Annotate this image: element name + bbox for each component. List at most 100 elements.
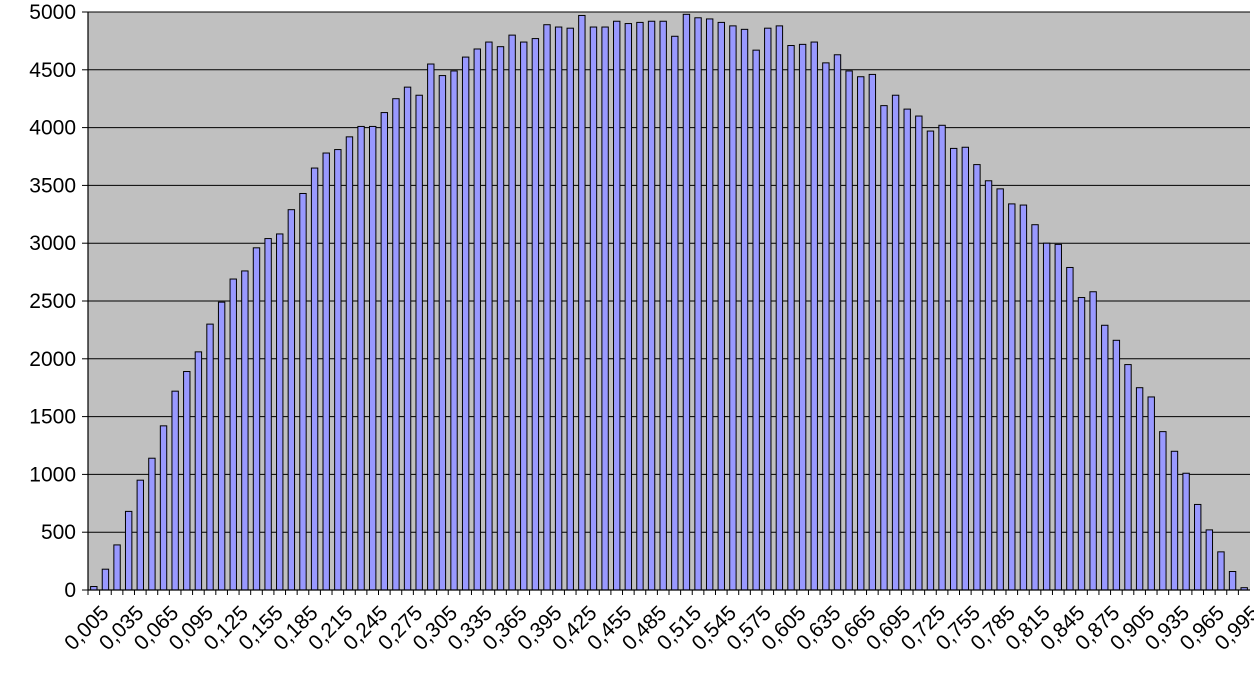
y-tick-label: 4500 (29, 59, 76, 82)
bar-0,065 (159, 425, 168, 591)
bar-0,265 (392, 98, 400, 591)
bar-0,435 (589, 26, 598, 591)
bar-0,445 (601, 26, 609, 591)
y-tick-label: 0 (64, 579, 76, 602)
bar-0,635 (822, 62, 830, 591)
bar-0,775 (984, 180, 993, 591)
bar-0,125 (229, 278, 237, 591)
bar-0,985 (1228, 571, 1237, 591)
y-tick-label: 1000 (29, 463, 76, 486)
bar-0,305 (438, 75, 447, 591)
y-tick-label: 500 (41, 521, 76, 544)
bar-0,485 (647, 20, 656, 591)
bar-0,135 (241, 270, 249, 591)
bar-0,855 (1077, 297, 1086, 591)
bar-0,755 (961, 146, 970, 591)
bar-0,575 (752, 49, 760, 591)
bar-0,735 (938, 124, 946, 591)
bar-0,615 (798, 43, 807, 591)
y-axis-tick-labels: 0 500 1000 1500 2000 2500 3000 3500 4000 4500 5000 (29, 1, 76, 602)
bar-0,205 (322, 152, 330, 591)
bar-0,405 (554, 26, 563, 591)
y-tick-label: 5000 (29, 1, 76, 24)
bar-0,705 (903, 108, 911, 591)
bar-0,935 (1170, 450, 1179, 591)
bar-0,885 (1112, 339, 1121, 591)
bar-0,925 (1159, 431, 1167, 591)
bar-0,465 (624, 23, 633, 591)
bar-0,105 (206, 323, 214, 591)
bar-0,955 (1194, 503, 1202, 591)
bar-0,055 (148, 457, 156, 591)
bar-0,095 (194, 351, 203, 591)
y-tick-label: 3500 (29, 174, 76, 197)
bar-0,335 (473, 48, 481, 591)
bar-0,025 (113, 544, 121, 591)
bar-0,365 (508, 34, 516, 591)
bar-0,085 (183, 371, 191, 591)
bar-0,015 (101, 568, 110, 591)
bar-0,905 (1135, 387, 1144, 591)
bar-0,625 (810, 41, 818, 591)
bar-0,605 (787, 45, 795, 591)
bar-0,415 (566, 27, 574, 591)
bar-0,475 (636, 21, 644, 591)
bar-0,975 (1217, 551, 1225, 591)
bar-0,175 (287, 209, 296, 591)
bar-0,545 (717, 21, 725, 591)
bar-0,495 (659, 20, 667, 591)
bar-0,875 (1101, 324, 1109, 591)
bar-0,385 (531, 38, 540, 591)
bar-0,235 (357, 125, 365, 591)
bar-0,355 (496, 46, 505, 591)
bar-0,535 (705, 18, 714, 591)
bar-0,295 (427, 63, 435, 591)
bar-0,315 (450, 70, 458, 591)
bar-0,645 (833, 54, 842, 591)
x-axis-tick-labels: 0,0050,0350,0650,0950,1250,1550,1850,215… (60, 601, 1254, 654)
bar-0,165 (276, 233, 284, 591)
bar-0,895 (1124, 364, 1132, 591)
bar-0,035 (124, 510, 133, 591)
axes (87, 12, 1250, 595)
bar-0,805 (1019, 204, 1028, 591)
bar-0,865 (1089, 291, 1097, 591)
y-tick-label: 4000 (29, 117, 76, 140)
bar-0,655 (845, 70, 853, 591)
bar-0,725 (926, 130, 935, 591)
bar-0,835 (1054, 243, 1062, 591)
bar-0,675 (868, 73, 877, 591)
y-tick-label: 2000 (29, 348, 76, 371)
bar-0,845 (1066, 266, 1074, 591)
bar-0,525 (694, 17, 702, 591)
bar-0,145 (252, 247, 261, 591)
bar-0,685 (880, 105, 888, 591)
bar-0,425 (578, 14, 586, 591)
bar-0,115 (217, 301, 226, 591)
bars (90, 13, 1248, 591)
bar-0,785 (996, 188, 1004, 591)
bar-0,515 (682, 13, 691, 591)
bar-0,225 (345, 136, 354, 591)
bar-0,345 (485, 41, 493, 591)
bar-0,245 (368, 125, 377, 591)
y-tick-label: 2500 (29, 290, 76, 313)
bar-0,815 (1031, 224, 1039, 591)
bar-0,585 (764, 27, 772, 591)
bar-0,375 (520, 41, 528, 591)
bar-0,215 (334, 149, 342, 591)
bar-0,275 (403, 86, 412, 591)
bar-0,565 (740, 28, 749, 591)
bar-0,965 (1205, 529, 1214, 591)
bar-0,595 (775, 25, 784, 591)
bar-0,665 (857, 76, 865, 591)
y-tick-label: 3000 (29, 232, 76, 255)
bar-0,915 (1147, 396, 1155, 591)
bar-0,395 (543, 24, 551, 591)
bar-0,715 (915, 115, 923, 591)
bar-0,285 (415, 94, 423, 591)
bar-0,795 (1008, 203, 1016, 591)
bar-0,325 (461, 56, 470, 591)
bar-0,185 (299, 192, 307, 591)
